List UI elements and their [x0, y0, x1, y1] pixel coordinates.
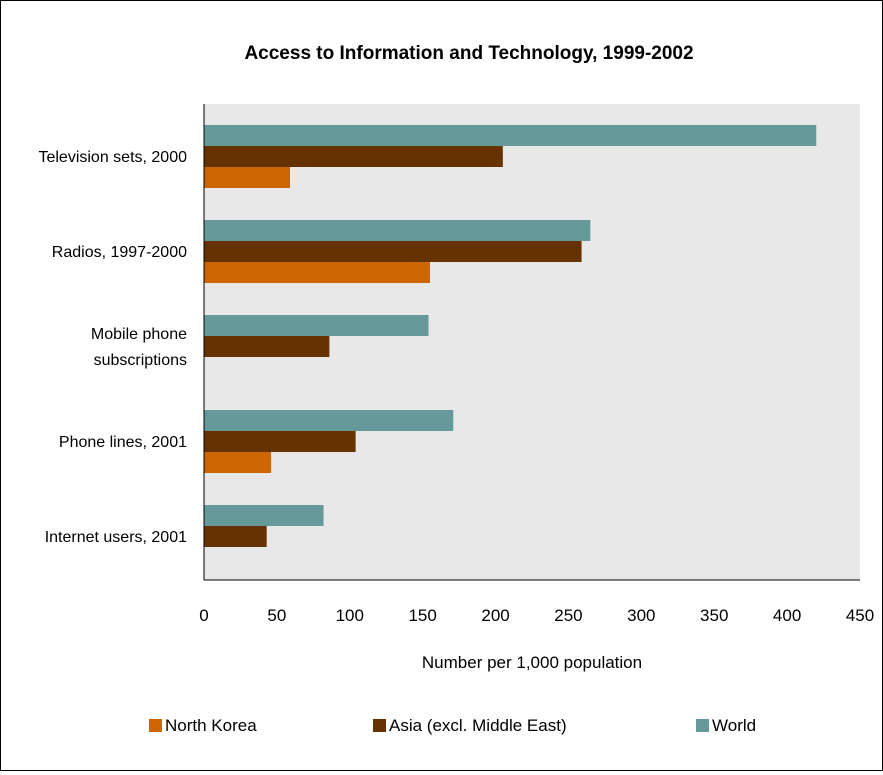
bar-asia-excl-middle-east-1 [204, 241, 582, 262]
x-tick-labels: 0 50 100 150 200 250 300 350 400 450 [199, 606, 874, 625]
bar-world-4 [204, 505, 324, 526]
bar-world-1 [204, 220, 591, 241]
x-tick-label-50: 50 [267, 606, 286, 625]
bar-world-2 [204, 315, 429, 336]
chart-title: Access to Information and Technology, 19… [244, 43, 693, 64]
x-tick-label-150: 150 [408, 606, 436, 625]
x-tick-label-400: 400 [773, 606, 801, 625]
bar-world-0 [204, 125, 817, 146]
bars-group [204, 125, 817, 547]
x-tick-label-200: 200 [481, 606, 509, 625]
legend-label-asia-excl-middle-east: Asia (excl. Middle East) [389, 716, 567, 735]
bar-world-3 [204, 410, 454, 431]
x-tick-label-350: 350 [700, 606, 728, 625]
legend-swatch-north-korea [149, 719, 162, 732]
legend-swatch-asia-excl-middle-east [373, 719, 386, 732]
category-label-3: Phone lines, 2001 [59, 434, 187, 451]
bar-north-korea-0 [204, 167, 291, 188]
x-tick-label-250: 250 [554, 606, 582, 625]
category-label-0: Television sets, 2000 [38, 149, 187, 166]
category-label-2-line-0: Mobile phone [91, 326, 187, 343]
category-label-1: Radios, 1997-2000 [52, 244, 187, 261]
bar-asia-excl-middle-east-0 [204, 146, 503, 167]
category-label-2-line-1: subscriptions [94, 352, 187, 369]
bar-asia-excl-middle-east-4 [204, 526, 267, 547]
bar-asia-excl-middle-east-2 [204, 336, 330, 357]
x-tick-label-0: 0 [199, 606, 208, 625]
legend: North Korea Asia (excl. Middle East) World [149, 716, 756, 735]
category-label-4: Internet users, 2001 [45, 529, 187, 546]
x-tick-label-300: 300 [627, 606, 655, 625]
legend-swatch-world [696, 719, 709, 732]
x-tick-label-100: 100 [336, 606, 364, 625]
x-tick-label-450: 450 [846, 606, 874, 625]
bar-asia-excl-middle-east-3 [204, 431, 356, 452]
legend-label-north-korea: North Korea [165, 716, 257, 735]
x-axis-label: Number per 1,000 population [422, 653, 642, 672]
bar-north-korea-1 [204, 262, 430, 283]
bar-north-korea-3 [204, 452, 272, 473]
legend-label-world: World [712, 716, 756, 735]
category-labels: Television sets, 2000 Radios, 1997-2000 Mo… [38, 149, 187, 546]
